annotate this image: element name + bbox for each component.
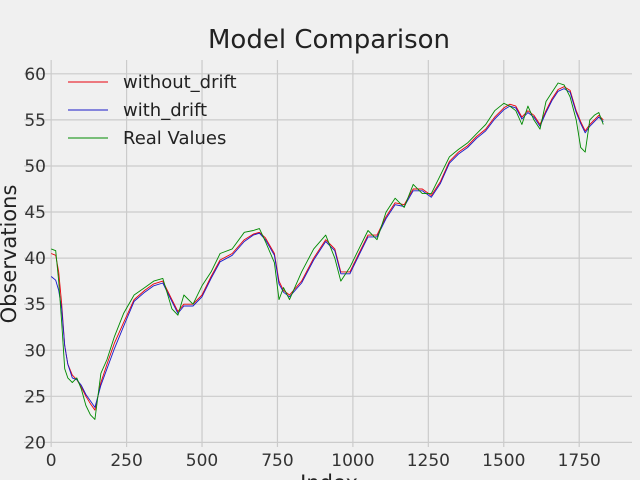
y-tick-label: 20 (24, 433, 46, 453)
x-tick-label: 1250 (407, 451, 450, 471)
x-tick-label: 0 (46, 451, 57, 471)
series-line-real-values (51, 82, 604, 420)
x-tick-label: 1000 (331, 451, 374, 471)
chart-title: Model Comparison (208, 25, 450, 55)
y-tick-label: 35 (24, 295, 46, 315)
grid (24, 60, 632, 447)
series-layer (50, 82, 604, 420)
x-tick-label: 250 (110, 451, 142, 471)
x-tick-label: 750 (261, 451, 293, 471)
y-tick-label: 55 (24, 111, 46, 131)
y-tick-label: 25 (24, 387, 46, 407)
y-tick-label: 45 (24, 203, 46, 223)
legend-label: Real Values (123, 128, 226, 149)
series-line-with-drift (50, 88, 604, 408)
x-tick-label: 1750 (558, 451, 601, 471)
legend-label: without_drift (123, 72, 237, 93)
y-tick-label: 60 (24, 65, 46, 85)
y-tick-label: 30 (24, 341, 46, 361)
y-axis-label: Observations (0, 185, 21, 324)
y-tick-label: 40 (24, 249, 46, 269)
x-axis-label: Index (300, 471, 358, 480)
tick-labels: 0 250 500 750 1000 1250 1500 1750 20 25 30 35 40 45 50… (24, 65, 600, 471)
legend-label: with_drift (123, 100, 207, 121)
series-line-without-drift (51, 86, 604, 411)
x-tick-label: 1500 (482, 451, 525, 471)
y-tick-label: 50 (24, 157, 46, 177)
legend: without_drift with_drift Real Values (68, 72, 237, 149)
x-tick-label: 500 (186, 451, 218, 471)
